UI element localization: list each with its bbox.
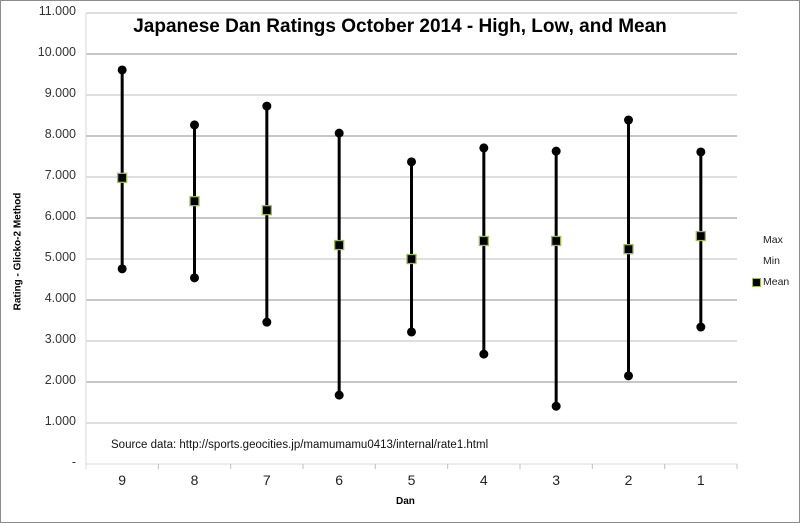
min-marker-icon bbox=[190, 273, 199, 283]
min-marker-icon bbox=[624, 371, 633, 381]
min-marker-icon bbox=[262, 317, 272, 327]
max-marker-icon bbox=[407, 157, 416, 167]
y-tick-label: 9.000 bbox=[44, 86, 76, 100]
x-tick-label: 3 bbox=[552, 472, 561, 488]
legend-label: Max bbox=[763, 234, 783, 246]
y-tick-label: - bbox=[71, 455, 76, 469]
min-marker-icon bbox=[407, 327, 416, 337]
mean-square-marker-icon bbox=[752, 277, 761, 287]
mean-marker-icon bbox=[478, 235, 489, 247]
max-marker-icon bbox=[624, 115, 633, 125]
x-axis-label: Dan bbox=[396, 496, 415, 507]
y-tick-label: 5.000 bbox=[44, 250, 76, 264]
x-tick-label: 7 bbox=[262, 472, 271, 488]
legend-label: Min bbox=[763, 255, 780, 267]
min-marker-icon bbox=[479, 349, 489, 359]
x-tick-label: 4 bbox=[479, 472, 488, 488]
x-tick-label: 6 bbox=[335, 472, 344, 488]
min-marker-icon bbox=[551, 401, 561, 411]
y-tick-label: 2.000 bbox=[44, 373, 76, 387]
mean-marker-icon bbox=[695, 230, 706, 242]
max-marker-icon bbox=[262, 101, 272, 111]
max-marker-icon bbox=[117, 65, 127, 75]
min-marker-icon bbox=[117, 264, 127, 274]
legend-item-max: Max bbox=[752, 233, 789, 254]
mean-marker-icon bbox=[189, 196, 200, 207]
max-marker-icon bbox=[479, 143, 489, 153]
y-tick-label: 7.000 bbox=[44, 168, 76, 182]
x-tick-label: 8 bbox=[190, 472, 199, 488]
legend: Max Min Mean bbox=[752, 233, 789, 296]
min-marker-icon bbox=[696, 322, 706, 332]
mean-marker-icon bbox=[623, 244, 634, 255]
legend-item-mean: Mean bbox=[752, 275, 789, 296]
mean-marker-icon bbox=[406, 253, 417, 265]
legend-item-min: Min bbox=[752, 254, 789, 275]
chart-title: Japanese Dan Ratings October 2014 - High… bbox=[133, 16, 667, 37]
max-marker-icon bbox=[190, 120, 199, 130]
mean-marker-icon bbox=[117, 172, 128, 183]
y-axis-label: Rating - Glicko-2 Method bbox=[12, 192, 24, 311]
source-annotation: Source data: http://sports.geocities.jp/… bbox=[111, 439, 489, 451]
max-marker-icon bbox=[551, 146, 561, 156]
mean-marker-icon bbox=[551, 235, 562, 247]
x-tick-label: 5 bbox=[407, 472, 416, 488]
y-tick-label: 4.000 bbox=[44, 291, 76, 305]
y-tick-label: 11.000 bbox=[38, 4, 76, 18]
mean-marker-icon bbox=[334, 239, 345, 251]
x-tick-label: 2 bbox=[624, 472, 633, 488]
mean-marker-icon bbox=[261, 205, 272, 216]
x-tick-label: 1 bbox=[696, 472, 705, 488]
max-marker-icon bbox=[696, 147, 706, 157]
y-tick-label: 1.000 bbox=[44, 414, 76, 428]
x-tick-label: 9 bbox=[118, 472, 127, 488]
max-marker-icon bbox=[334, 128, 344, 138]
y-tick-label: 6.000 bbox=[44, 209, 76, 223]
min-marker-icon bbox=[334, 390, 344, 400]
y-tick-label: 3.000 bbox=[44, 332, 76, 346]
legend-label: Mean bbox=[763, 276, 790, 288]
y-tick-label: 8.000 bbox=[44, 127, 76, 141]
y-tick-label: 10.000 bbox=[37, 45, 76, 59]
